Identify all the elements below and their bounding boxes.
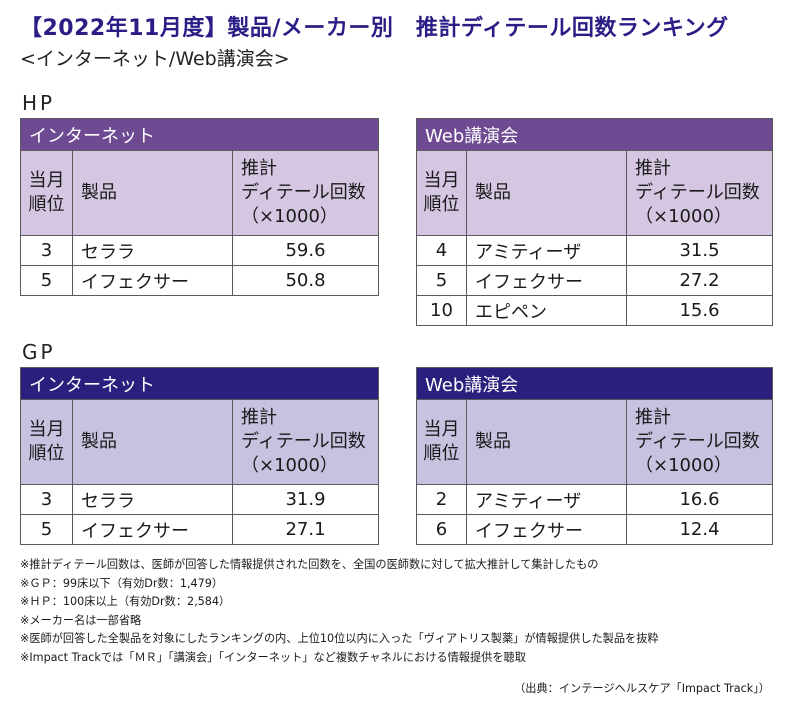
value-cell: 31.9: [232, 484, 379, 515]
rank-cell: 6: [416, 514, 467, 545]
rank-column-header: 当月 順位: [20, 150, 73, 236]
product-cell: イフェクサー: [72, 514, 233, 545]
page-title: 【2022年11月度】製品/メーカー別 推計ディテール回数ランキング: [20, 16, 729, 41]
value-cell: 27.2: [625, 265, 774, 296]
product-cell: イフェクサー: [466, 514, 627, 545]
value-cell: 12.4: [625, 514, 774, 545]
rank-cell: 2: [416, 484, 467, 515]
table-gp-web-seminar: Web講演会 当月 順位 製品 推計 ディテール回数 （×1000） 2 アミティーザ…: [415, 367, 774, 545]
section-label-gp: GP: [22, 340, 56, 364]
value-column-header: 推計 ディテール回数 （×1000）: [232, 399, 379, 485]
rank-column-header: 当月 順位: [416, 399, 467, 485]
table-row: 4 アミティーザ 31.5: [416, 235, 774, 266]
table-row: 6 イフェクサー 12.4: [416, 514, 774, 545]
table-row: 2 アミティーザ 16.6: [416, 484, 774, 515]
table-row: 5 イフェクサー 27.2: [416, 265, 774, 296]
page-subtitle: <インターネット/Web講演会>: [20, 48, 290, 70]
table-gp-internet: インターネット 当月 順位 製品 推計 ディテール回数 （×1000） 3 セララ 3…: [20, 367, 379, 545]
section-label-hp: HP: [22, 91, 56, 115]
table-hp-web-seminar: Web講演会 当月 順位 製品 推計 ディテール回数 （×1000） 4 アミティーザ…: [415, 118, 774, 326]
value-column-header: 推計 ディテール回数 （×1000）: [625, 150, 774, 236]
product-cell: エピペン: [466, 295, 627, 326]
rank-cell: 5: [20, 514, 73, 545]
rank-cell: 3: [20, 484, 73, 515]
product-cell: アミティーザ: [466, 235, 627, 266]
table-row: 3 セララ 31.9: [20, 484, 379, 515]
rank-column-header: 当月 順位: [20, 399, 73, 485]
table-row: 10 エピペン 15.6: [416, 295, 774, 326]
footnote: ※ＧＰ：99床以下（有効Dr数：1,479）: [20, 576, 224, 590]
product-column-header: 製品: [72, 399, 233, 485]
footnote: ※ＨＰ：100床以上（有効Dr数：2,584）: [20, 595, 231, 609]
source-citation: （出典：インテージヘルスケア「Impact Track」）: [514, 682, 770, 695]
table-channel-header: インターネット: [20, 367, 379, 400]
value-cell: 31.5: [625, 235, 774, 266]
product-cell: セララ: [72, 235, 233, 266]
value-cell: 15.6: [625, 295, 774, 326]
table-row: 3 セララ 59.6: [20, 235, 379, 266]
table-channel-header: インターネット: [20, 118, 379, 151]
product-cell: セララ: [72, 484, 233, 515]
value-column-header: 推計 ディテール回数 （×1000）: [232, 150, 379, 236]
product-column-header: 製品: [466, 399, 627, 485]
rank-cell: 4: [416, 235, 467, 266]
rank-cell: 10: [416, 295, 467, 326]
footnote: ※Impact Trackでは「ＭＲ」「講演会」「インターネット」など複数チャネ…: [20, 650, 526, 664]
table-hp-internet: インターネット 当月 順位 製品 推計 ディテール回数 （×1000） 3 セララ 5…: [20, 118, 379, 296]
table-row: 5 イフェクサー 27.1: [20, 514, 379, 545]
product-column-header: 製品: [466, 150, 627, 236]
value-column-header: 推計 ディテール回数 （×1000）: [625, 399, 774, 485]
rank-cell: 5: [416, 265, 467, 296]
product-cell: イフェクサー: [466, 265, 627, 296]
product-column-header: 製品: [72, 150, 233, 236]
rank-column-header: 当月 順位: [416, 150, 467, 236]
footnote: ※医師が回答した全製品を対象にしたランキングの内、上位10位以内に入った「ヴィア…: [20, 632, 659, 646]
product-cell: アミティーザ: [466, 484, 627, 515]
value-cell: 16.6: [625, 484, 774, 515]
footnotes: ※推計ディテール回数は、医師が回答した情報提供された回数を、全国の医師数に対して…: [20, 556, 659, 668]
rank-cell: 5: [20, 265, 73, 296]
value-cell: 59.6: [232, 235, 379, 266]
rank-cell: 3: [20, 235, 73, 266]
table-channel-header: Web講演会: [415, 367, 774, 400]
value-cell: 27.1: [232, 514, 379, 545]
value-cell: 50.8: [232, 265, 379, 296]
footnote: ※推計ディテール回数は、医師が回答した情報提供された回数を、全国の医師数に対して…: [20, 558, 599, 571]
table-row: 5 イフェクサー 50.8: [20, 265, 379, 296]
table-channel-header: Web講演会: [415, 118, 774, 151]
product-cell: イフェクサー: [72, 265, 233, 296]
footnote: ※メーカー名は一部省略: [20, 613, 142, 627]
